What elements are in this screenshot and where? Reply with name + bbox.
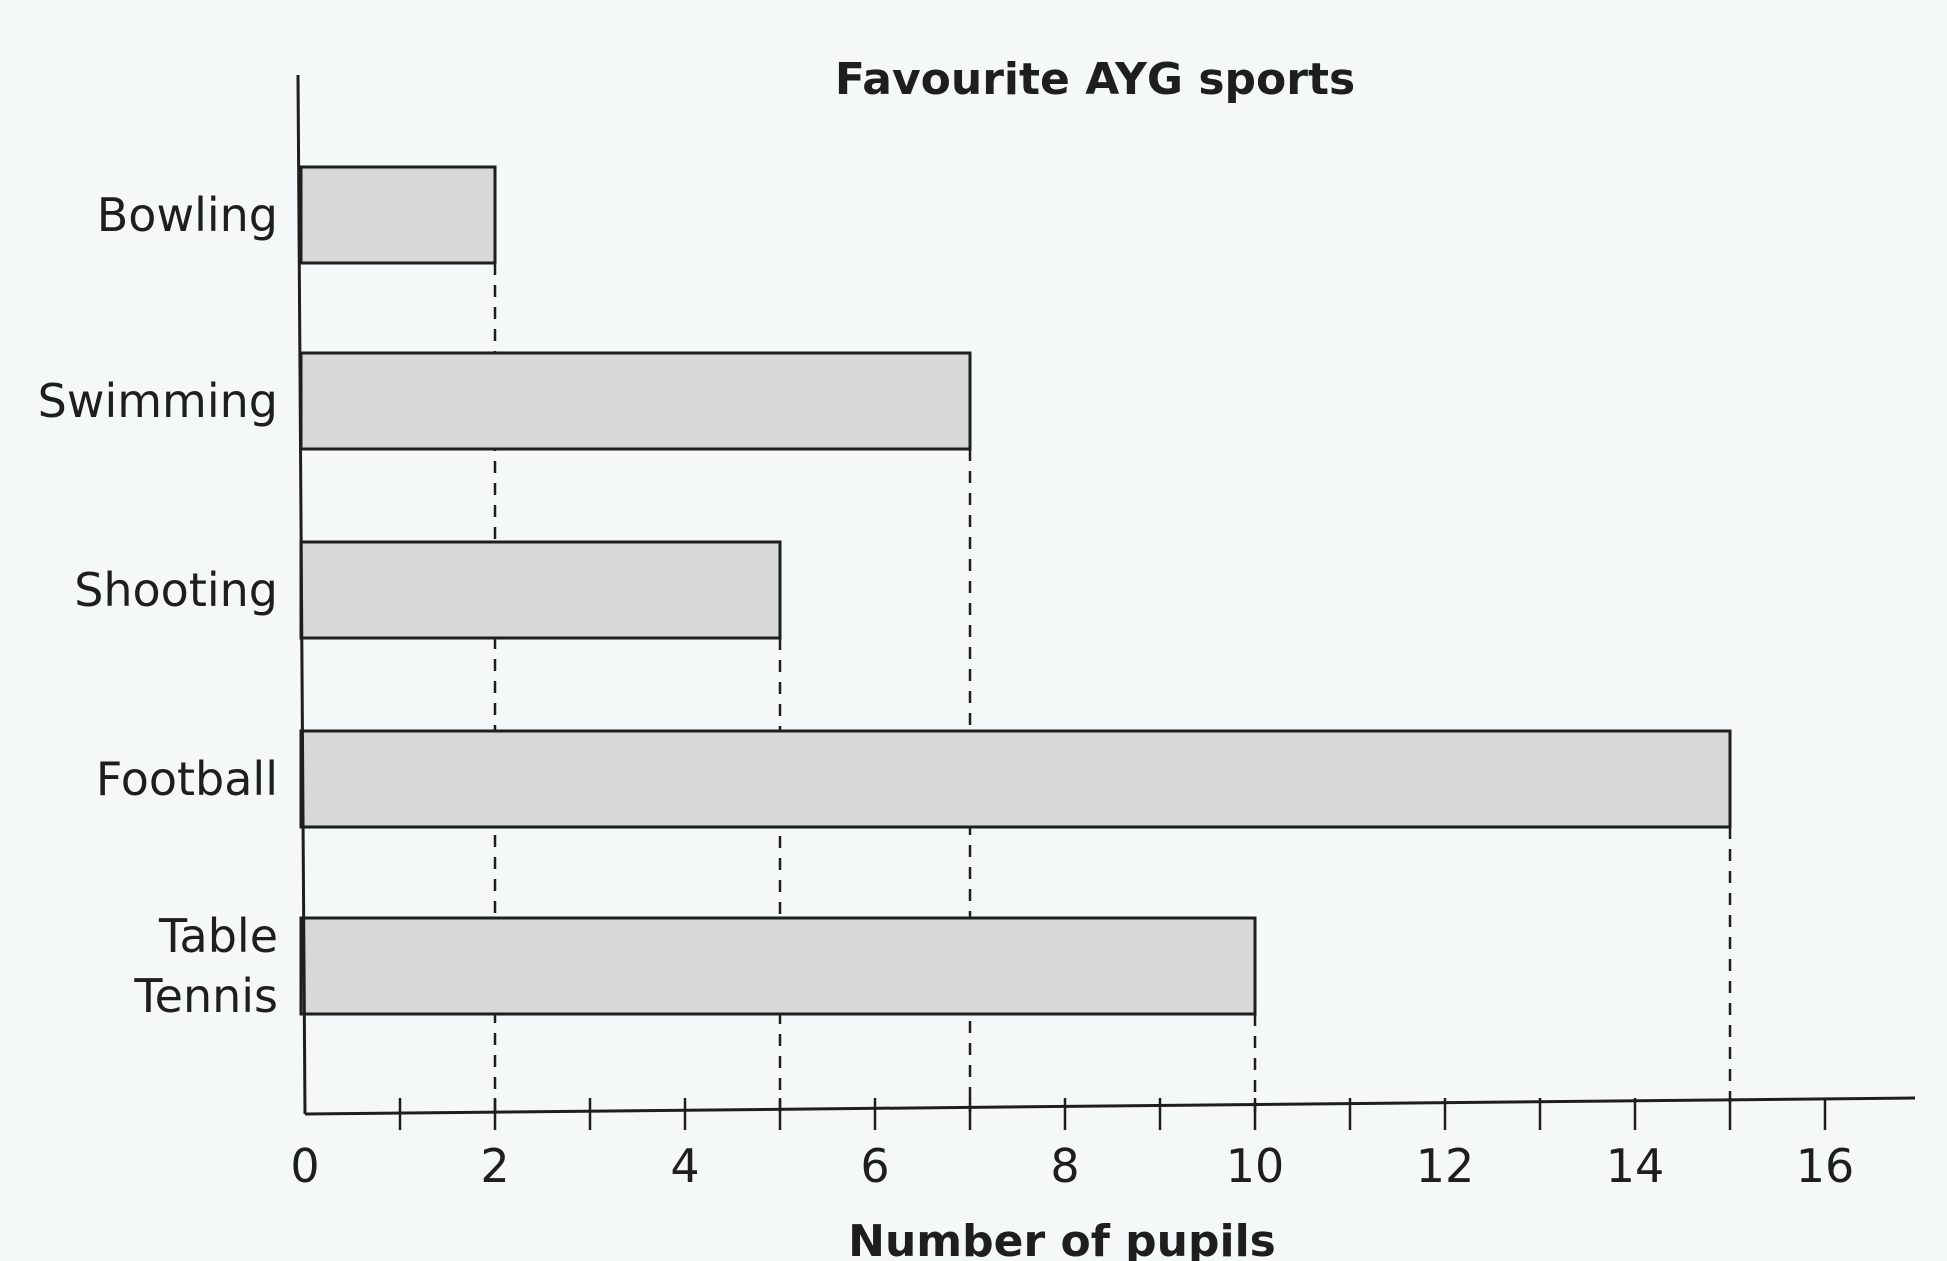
x-tick-label: 0 — [290, 1139, 319, 1193]
x-tick-label: 2 — [480, 1139, 509, 1193]
x-tick-label: 12 — [1416, 1139, 1475, 1193]
category-label: Shooting — [74, 563, 278, 617]
x-tick-label: 4 — [670, 1139, 699, 1193]
y-axis — [296, 74, 307, 1115]
bar — [299, 916, 1257, 1016]
bar — [299, 165, 497, 265]
category-labels: Bowling Swimming Shooting Football Table Tenn… — [38, 188, 278, 1023]
x-tick-label: 10 — [1226, 1139, 1285, 1193]
category-label: Bowling — [97, 188, 278, 242]
x-tick-labels: 0 2 4 6 8 10 12 14 16 — [290, 1139, 1854, 1193]
category-label: Tennis — [133, 969, 278, 1023]
category-label: Football — [96, 752, 278, 806]
x-axis-label: Number of pupils — [848, 1216, 1276, 1261]
category-label: Swimming — [38, 374, 278, 428]
x-tick-label: 8 — [1050, 1139, 1079, 1193]
x-axis-ticks — [398, 1098, 1827, 1130]
chart-title: Favourite AYG sports — [835, 54, 1355, 105]
category-label: Table — [158, 909, 278, 963]
x-axis — [304, 1096, 1916, 1116]
bar — [299, 729, 1732, 829]
x-tick-label: 14 — [1606, 1139, 1665, 1193]
bar — [299, 351, 972, 451]
x-tick-label: 16 — [1796, 1139, 1855, 1193]
x-tick-label: 6 — [860, 1139, 889, 1193]
bar — [299, 540, 782, 640]
bars — [299, 165, 1732, 1016]
